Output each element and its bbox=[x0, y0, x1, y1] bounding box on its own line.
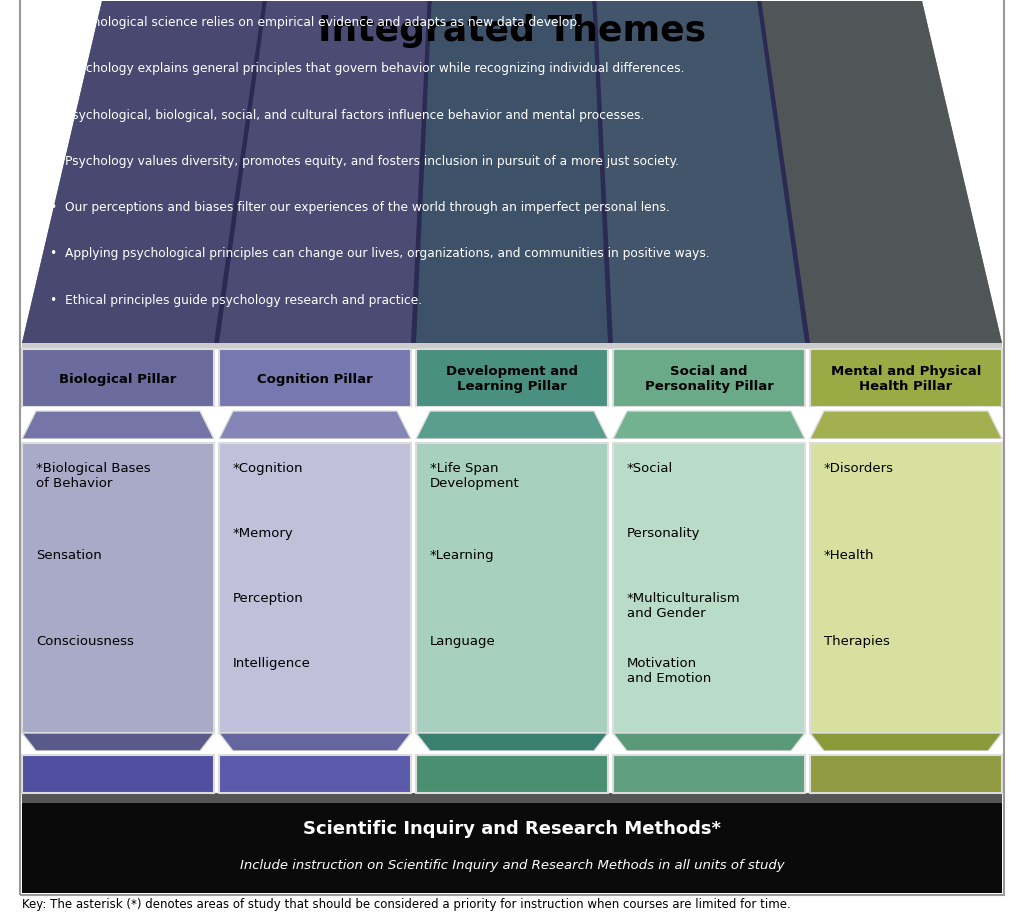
Text: Personality: Personality bbox=[627, 527, 700, 539]
Polygon shape bbox=[22, 2, 262, 344]
Text: •  Psychological, biological, social, and cultural factors influence behavior an: • Psychological, biological, social, and… bbox=[50, 108, 644, 121]
Text: Motivation
and Emotion: Motivation and Emotion bbox=[627, 656, 712, 685]
Text: *Health: *Health bbox=[824, 548, 874, 562]
Text: Integrated Themes: Integrated Themes bbox=[317, 14, 707, 48]
Bar bbox=[613, 349, 805, 407]
Text: Intelligence: Intelligence bbox=[233, 656, 311, 669]
Polygon shape bbox=[597, 2, 805, 344]
Polygon shape bbox=[219, 2, 427, 344]
Polygon shape bbox=[810, 733, 1002, 751]
Polygon shape bbox=[613, 412, 805, 439]
Bar bbox=[22, 793, 1002, 803]
Bar bbox=[22, 751, 1002, 755]
Bar bbox=[416, 349, 608, 407]
Bar bbox=[22, 444, 214, 733]
Text: *Cognition: *Cognition bbox=[233, 461, 303, 474]
Text: •  Psychological science relies on empirical evidence and adapts as new data dev: • Psychological science relies on empiri… bbox=[50, 16, 581, 29]
Text: Scientific Inquiry and Research Methods*: Scientific Inquiry and Research Methods* bbox=[303, 820, 721, 837]
Text: Perception: Perception bbox=[233, 591, 304, 605]
Text: *Disorders: *Disorders bbox=[824, 461, 894, 474]
Text: *Learning: *Learning bbox=[430, 548, 495, 562]
Polygon shape bbox=[810, 412, 1002, 439]
Text: Biological Pillar: Biological Pillar bbox=[59, 372, 177, 385]
Polygon shape bbox=[762, 2, 1002, 344]
Polygon shape bbox=[219, 2, 427, 344]
Bar bbox=[613, 444, 805, 733]
Text: *Multiculturalism
and Gender: *Multiculturalism and Gender bbox=[627, 591, 740, 619]
Text: •  Psychology explains general principles that govern behavior while recognizing: • Psychology explains general principles… bbox=[50, 62, 684, 75]
Bar bbox=[219, 444, 411, 733]
Bar bbox=[810, 349, 1002, 407]
Bar bbox=[810, 755, 1002, 793]
Text: Therapies: Therapies bbox=[824, 635, 890, 648]
Text: *Memory: *Memory bbox=[233, 527, 294, 539]
Text: Mental and Physical
Health Pillar: Mental and Physical Health Pillar bbox=[830, 365, 981, 392]
Polygon shape bbox=[219, 412, 411, 439]
Polygon shape bbox=[597, 2, 805, 344]
Bar bbox=[416, 444, 608, 733]
Bar bbox=[22, 755, 214, 793]
Text: Include instruction on Scientific Inquiry and Research Methods in all units of s: Include instruction on Scientific Inquir… bbox=[240, 857, 784, 871]
Polygon shape bbox=[416, 2, 608, 344]
Text: •  Psychology values diversity, promotes equity, and fosters inclusion in pursui: • Psychology values diversity, promotes … bbox=[50, 154, 679, 167]
Bar bbox=[22, 344, 1002, 349]
Text: Consciousness: Consciousness bbox=[36, 635, 134, 648]
Bar bbox=[810, 444, 1002, 733]
Text: •  Our perceptions and biases filter our experiences of the world through an imp: • Our perceptions and biases filter our … bbox=[50, 201, 670, 214]
Bar bbox=[416, 755, 608, 793]
Bar bbox=[22, 349, 214, 407]
Polygon shape bbox=[416, 733, 608, 751]
Text: Social and
Personality Pillar: Social and Personality Pillar bbox=[644, 365, 773, 392]
Bar bbox=[219, 755, 411, 793]
Polygon shape bbox=[22, 733, 214, 751]
Polygon shape bbox=[762, 2, 1002, 344]
Text: Language: Language bbox=[430, 635, 496, 648]
Text: Cognition Pillar: Cognition Pillar bbox=[257, 372, 373, 385]
Text: Development and
Learning Pillar: Development and Learning Pillar bbox=[446, 365, 578, 392]
Text: •  Applying psychological principles can change our lives, organizations, and co: • Applying psychological principles can … bbox=[50, 247, 710, 260]
Bar bbox=[22, 803, 1002, 893]
Polygon shape bbox=[22, 2, 262, 344]
Text: *Life Span
Development: *Life Span Development bbox=[430, 461, 520, 490]
Polygon shape bbox=[416, 2, 608, 344]
Polygon shape bbox=[22, 412, 214, 439]
Polygon shape bbox=[613, 733, 805, 751]
Bar bbox=[219, 349, 411, 407]
Bar bbox=[22, 407, 1002, 412]
Text: *Social: *Social bbox=[627, 461, 673, 474]
Polygon shape bbox=[219, 733, 411, 751]
Text: Sensation: Sensation bbox=[36, 548, 101, 562]
Text: *Biological Bases
of Behavior: *Biological Bases of Behavior bbox=[36, 461, 151, 490]
Bar bbox=[22, 439, 1002, 444]
Polygon shape bbox=[22, 2, 1002, 344]
Bar bbox=[613, 755, 805, 793]
Text: •  Ethical principles guide psychology research and practice.: • Ethical principles guide psychology re… bbox=[50, 293, 422, 306]
Polygon shape bbox=[416, 412, 608, 439]
Text: Key: The asterisk (*) denotes areas of study that should be considered a priorit: Key: The asterisk (*) denotes areas of s… bbox=[22, 898, 791, 911]
